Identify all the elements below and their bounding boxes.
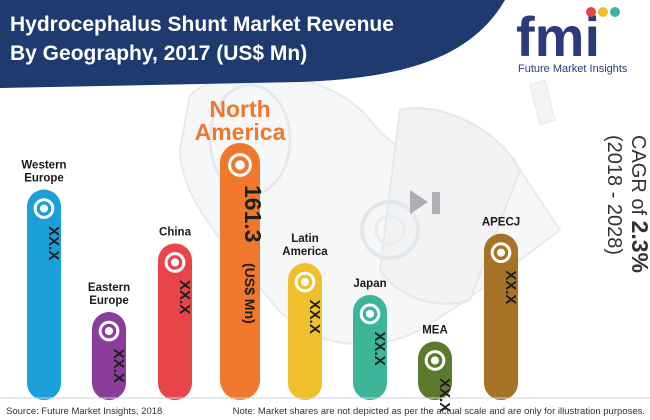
highlight-label-line2: America bbox=[195, 119, 286, 145]
category-label-western-europe-line2: Europe bbox=[24, 173, 64, 185]
bar-western-europe bbox=[27, 189, 61, 400]
category-label-china: China bbox=[159, 226, 192, 238]
cagr-callout: CAGR of 2.3% (2018 - 2028) bbox=[603, 135, 650, 273]
bar-marker-dot-mea bbox=[430, 356, 440, 365]
bar-marker-mea bbox=[424, 350, 446, 371]
bar-apecj bbox=[484, 233, 518, 400]
bar-marker-dot-western-europe bbox=[39, 204, 49, 213]
bar-marker-north-america bbox=[228, 153, 252, 177]
bar-marker-apecj bbox=[490, 242, 512, 263]
logo-dot-green bbox=[610, 7, 620, 17]
bar-value-label-china: XX.X bbox=[176, 280, 193, 314]
category-label-latin-america-line1: Latin bbox=[291, 233, 318, 245]
bar-north-america bbox=[220, 143, 260, 400]
bar-japan bbox=[353, 294, 387, 400]
bar-marker-western-europe bbox=[33, 198, 55, 219]
svg-text:CAGR of 2.3%: CAGR of 2.3% bbox=[627, 135, 650, 273]
footer-note: Note: Market shares are not depicted as … bbox=[233, 406, 645, 417]
bar-value-label-eastern-europe: XX.X bbox=[110, 349, 127, 383]
bar-marker-china bbox=[164, 252, 186, 273]
bar-value-label-japan: XX.X bbox=[371, 332, 388, 366]
bar-marker-dot-japan bbox=[365, 309, 375, 318]
bar-marker-dot-eastern-europe bbox=[104, 326, 114, 336]
bar-marker-dot-latin-america bbox=[300, 277, 310, 287]
highlight-label-line1: North bbox=[209, 96, 270, 122]
bar-marker-dot-north-america bbox=[235, 160, 245, 170]
bar-unit-label-north-america: (US$ Mn) bbox=[242, 263, 258, 324]
bar-marker-eastern-europe bbox=[98, 320, 120, 342]
chart-title-line1: Hydrocephalus Shunt Market Revenue bbox=[10, 13, 394, 36]
bar-value-label-mea: XX.X bbox=[436, 378, 453, 412]
header-banner bbox=[0, 0, 505, 88]
category-label-eastern-europe-line2: Europe bbox=[89, 295, 129, 307]
footer-source: Source: Future Market Insights, 2018 bbox=[6, 406, 162, 417]
logo-letters: fmi bbox=[516, 5, 600, 68]
category-label-eastern-europe-line1: Eastern bbox=[88, 282, 130, 294]
logo-dot-red bbox=[586, 7, 596, 17]
category-label-latin-america-line2: America bbox=[282, 246, 328, 258]
bar-value-label-apecj: XX.X bbox=[502, 270, 519, 304]
logo-dot-yellow bbox=[598, 7, 608, 17]
cagr-prefix: CAGR of bbox=[627, 135, 649, 221]
bar-latin-america bbox=[288, 263, 322, 400]
bar-marker-japan bbox=[359, 303, 381, 325]
bar-value-label-latin-america: XX.X bbox=[306, 300, 323, 334]
logo-name: Future Market Insights bbox=[518, 63, 628, 75]
category-label-western-europe-line1: Western bbox=[21, 160, 66, 172]
category-label-japan: Japan bbox=[353, 278, 386, 290]
category-label-apecj: APECJ bbox=[482, 217, 520, 229]
cagr-value: 2.3% bbox=[627, 221, 650, 273]
bar-china bbox=[158, 243, 192, 400]
fmi-logo: fmi Future Market Insights bbox=[516, 5, 628, 75]
chart-title-line2: By Geography, 2017 (US$ Mn) bbox=[10, 42, 307, 65]
bar-value-label-western-europe: XX.X bbox=[45, 226, 62, 260]
bar-value-label-north-america: 161.3 bbox=[240, 185, 266, 243]
bar-marker-dot-china bbox=[170, 258, 180, 267]
cagr-period: (2018 - 2028) bbox=[603, 135, 625, 255]
bar-marker-dot-apecj bbox=[496, 248, 506, 257]
bar-marker-latin-america bbox=[294, 271, 316, 293]
category-label-mea: MEA bbox=[422, 324, 448, 336]
